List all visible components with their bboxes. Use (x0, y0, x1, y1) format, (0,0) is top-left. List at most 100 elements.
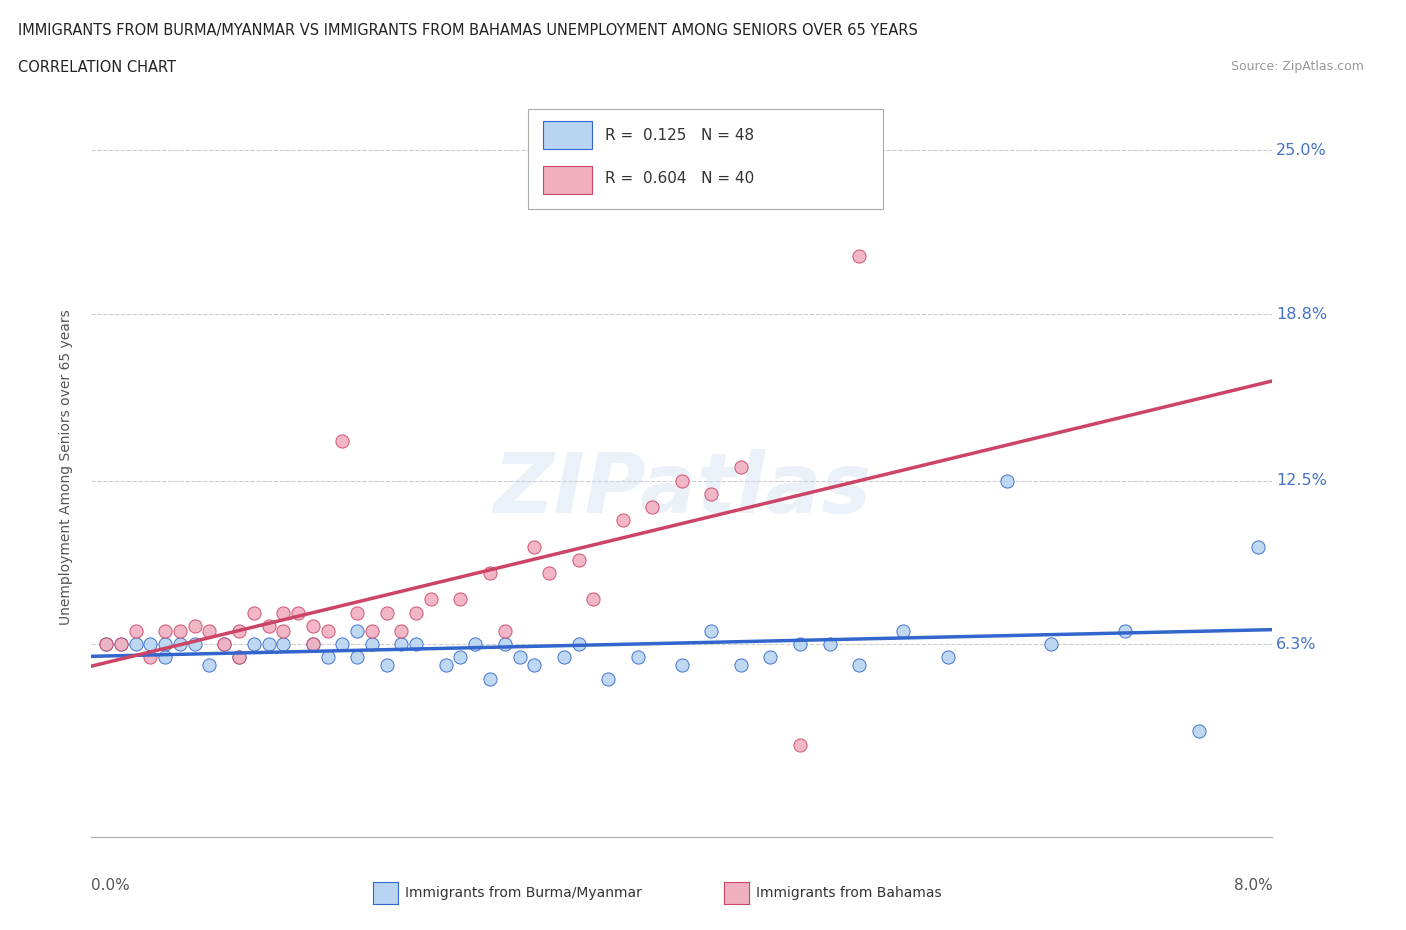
Text: 18.8%: 18.8% (1277, 307, 1327, 322)
Point (391, 624, 413, 639)
Point (936, 650, 959, 665)
Point (183, 637, 207, 652)
Text: 6.3%: 6.3% (1277, 637, 1316, 652)
Point (700, 486, 723, 501)
Point (139, 650, 162, 665)
Text: CORRELATION CHART: CORRELATION CHART (18, 60, 176, 75)
Point (243, 637, 266, 652)
Point (478, 671, 502, 686)
Text: 0.0%: 0.0% (91, 878, 131, 893)
Point (375, 605, 398, 620)
Point (818, 637, 841, 652)
Point (346, 624, 368, 639)
Point (301, 637, 323, 652)
Point (995, 473, 1018, 488)
Point (523, 658, 546, 672)
Point (450, 591, 472, 606)
Point (434, 658, 457, 672)
Text: Immigrants from Burma/Myanmar: Immigrants from Burma/Myanmar (405, 885, 641, 900)
Point (214, 637, 236, 652)
FancyBboxPatch shape (543, 121, 592, 150)
Point (405, 637, 427, 652)
Point (789, 737, 811, 752)
Point (478, 565, 502, 580)
Point (494, 637, 516, 652)
Text: IMMIGRANTS FROM BURMA/MYANMAR VS IMMIGRANTS FROM BAHAMAS UNEMPLOYMENT AMONG SENI: IMMIGRANTS FROM BURMA/MYANMAR VS IMMIGRA… (18, 23, 918, 38)
Point (671, 473, 693, 488)
Point (893, 624, 915, 639)
Text: Source: ZipAtlas.com: Source: ZipAtlas.com (1230, 60, 1364, 73)
Point (257, 618, 280, 633)
Text: 8.0%: 8.0% (1233, 878, 1272, 893)
Point (375, 658, 398, 672)
Point (360, 624, 382, 639)
Point (124, 624, 148, 639)
Point (332, 433, 354, 448)
Point (124, 637, 148, 652)
Point (360, 637, 382, 652)
Point (153, 650, 177, 665)
Point (730, 658, 752, 672)
Point (641, 499, 664, 514)
FancyBboxPatch shape (543, 166, 592, 193)
Point (257, 637, 280, 652)
Point (494, 624, 516, 639)
Point (346, 605, 368, 620)
Point (169, 624, 191, 639)
Point (110, 637, 132, 652)
Point (271, 624, 295, 639)
Point (1247, 539, 1270, 554)
Point (346, 650, 368, 665)
Point (537, 565, 560, 580)
Point (789, 637, 811, 652)
Point (450, 650, 472, 665)
Point (553, 650, 575, 665)
Point (582, 591, 605, 606)
Point (243, 605, 266, 620)
Point (139, 637, 162, 652)
Text: 12.5%: 12.5% (1277, 473, 1327, 488)
Point (153, 624, 177, 639)
Point (110, 637, 132, 652)
Point (848, 248, 870, 263)
Point (391, 637, 413, 652)
Point (730, 460, 752, 474)
Point (464, 637, 486, 652)
Point (271, 605, 295, 620)
Point (523, 539, 546, 554)
Point (228, 650, 250, 665)
FancyBboxPatch shape (529, 109, 883, 208)
Point (301, 637, 323, 652)
Point (1114, 624, 1136, 639)
Point (198, 658, 221, 672)
Text: 25.0%: 25.0% (1277, 143, 1327, 158)
Point (183, 618, 207, 633)
Point (612, 512, 634, 527)
Point (627, 650, 650, 665)
Point (153, 637, 177, 652)
Point (700, 624, 723, 639)
Point (568, 552, 591, 567)
Point (848, 658, 870, 672)
Point (598, 671, 620, 686)
Text: R =  0.125   N = 48: R = 0.125 N = 48 (605, 127, 754, 143)
Point (568, 637, 591, 652)
Point (316, 650, 339, 665)
Point (332, 637, 354, 652)
Point (316, 624, 339, 639)
Point (301, 618, 323, 633)
Point (198, 624, 221, 639)
Point (1187, 724, 1209, 738)
Point (671, 658, 693, 672)
Point (759, 650, 782, 665)
Point (169, 637, 191, 652)
Point (228, 650, 250, 665)
Point (214, 637, 236, 652)
Text: ZIPatlas: ZIPatlas (494, 449, 870, 530)
Point (419, 591, 441, 606)
Point (509, 650, 531, 665)
Point (287, 605, 309, 620)
Point (1040, 637, 1063, 652)
Point (96, 637, 118, 652)
Point (96, 637, 118, 652)
